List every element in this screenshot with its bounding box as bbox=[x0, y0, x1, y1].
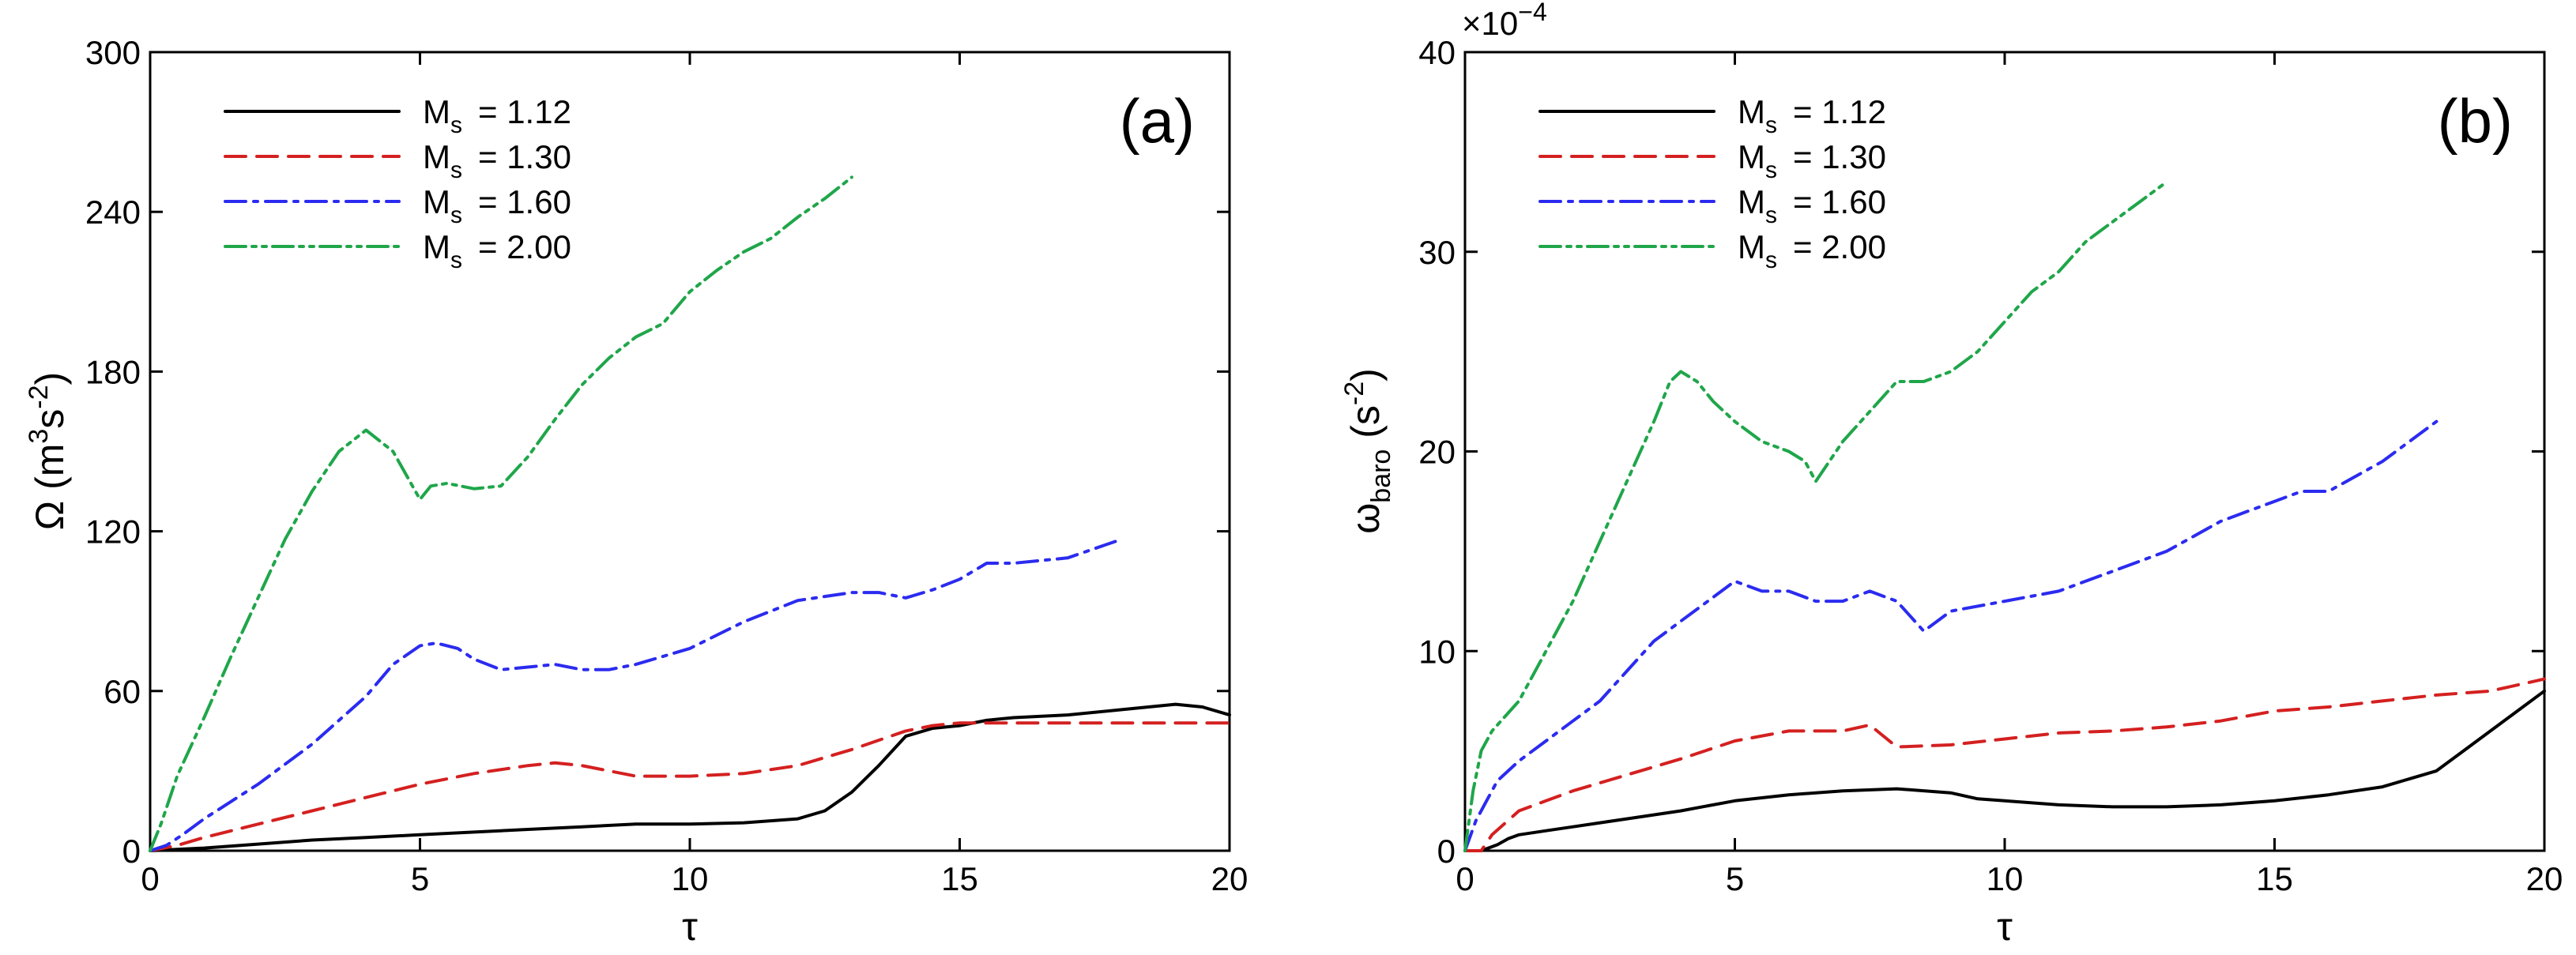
xtick-label-b-3: 15 bbox=[2256, 860, 2293, 897]
series-b bbox=[1463, 180, 2546, 852]
ytick-label-b-0: 0 bbox=[1437, 833, 1456, 870]
legend-label-b-1: Ms = 1.30 bbox=[1738, 138, 1886, 183]
legend-label-a-2: Ms = 1.60 bbox=[423, 183, 571, 228]
series-line-b-1 bbox=[1463, 677, 2546, 852]
xtick-label-a-1: 5 bbox=[411, 860, 429, 897]
panel-label-a: (a) bbox=[1120, 86, 1195, 156]
axes-frame-a bbox=[149, 51, 1231, 852]
ticks-a: 0 5 10 15 20 0 60 120 180 240 300 bbox=[85, 34, 1248, 897]
ylabel-a: Ω (m3s-2) bbox=[24, 372, 72, 530]
xtick-label-b-0: 0 bbox=[1456, 860, 1474, 897]
ylabel-b: ωbaro (s-2) bbox=[1339, 368, 1396, 534]
y-multiplier-b: ×10−4 bbox=[1462, 0, 1547, 42]
series-line-b-3 bbox=[1463, 180, 2168, 852]
series-line-b-0 bbox=[1463, 689, 2546, 852]
xtick-label-a-3: 15 bbox=[941, 860, 978, 897]
xlabel-b: τ bbox=[1997, 904, 2013, 949]
xlabel-a: τ bbox=[682, 904, 698, 949]
ytick-label-a-2: 120 bbox=[85, 513, 141, 551]
series-a bbox=[149, 175, 1231, 852]
series-line-b-2 bbox=[1463, 419, 2439, 852]
axes-frame-b bbox=[1463, 51, 2546, 852]
ytick-label-b-1: 10 bbox=[1418, 633, 1456, 670]
series-line-a-3 bbox=[149, 175, 853, 852]
xtick-label-a-0: 0 bbox=[141, 860, 159, 897]
legend-label-b-3: Ms = 2.00 bbox=[1738, 228, 1886, 273]
series-line-a-1 bbox=[149, 721, 1231, 852]
series-line-a-0 bbox=[149, 702, 1231, 852]
ytick-label-b-2: 20 bbox=[1418, 434, 1456, 471]
legend-label-b-2: Ms = 1.60 bbox=[1738, 183, 1886, 228]
xtick-label-b-1: 5 bbox=[1726, 860, 1744, 897]
xtick-label-b-2: 10 bbox=[1987, 860, 2024, 897]
ytick-label-a-0: 0 bbox=[122, 833, 141, 870]
ytick-label-a-3: 180 bbox=[85, 353, 141, 390]
series-line-a-2 bbox=[149, 537, 1124, 852]
xtick-label-b-4: 20 bbox=[2526, 860, 2563, 897]
legend-label-a-0: Ms = 1.12 bbox=[423, 93, 571, 138]
panel-label-b: (b) bbox=[2438, 86, 2513, 156]
ytick-label-a-1: 60 bbox=[104, 673, 141, 710]
ytick-label-a-4: 240 bbox=[85, 194, 141, 231]
ytick-label-b-3: 30 bbox=[1418, 234, 1456, 271]
xtick-label-a-4: 20 bbox=[1211, 860, 1248, 897]
ytick-label-a-5: 300 bbox=[85, 34, 141, 71]
ticks-b: 0 5 10 15 20 0 10 20 30 40 bbox=[1418, 34, 2563, 897]
ytick-label-b-4: 40 bbox=[1418, 34, 1456, 71]
legend-label-a-3: Ms = 2.00 bbox=[423, 228, 571, 273]
legend-label-a-1: Ms = 1.30 bbox=[423, 138, 571, 183]
xtick-label-a-2: 10 bbox=[672, 860, 709, 897]
legend-label-b-0: Ms = 1.12 bbox=[1738, 93, 1886, 138]
panel-b: 0 5 10 15 20 0 10 20 30 40 (b) τ ωbaro (s-2) ×10−… bbox=[1339, 0, 2563, 949]
